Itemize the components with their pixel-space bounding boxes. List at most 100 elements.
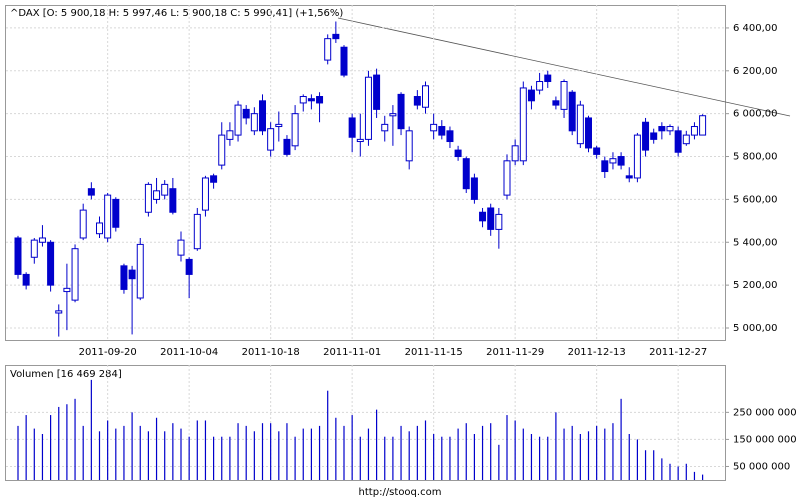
candle-body xyxy=(226,130,234,140)
candle-body xyxy=(79,209,87,239)
candle-body xyxy=(307,98,315,102)
candle-body xyxy=(275,123,283,128)
x-tick-label: 2011-12-13 xyxy=(568,347,626,358)
y-tick-label: 5 000,00 xyxy=(733,323,778,334)
candle-body xyxy=(699,115,707,136)
candle-body xyxy=(397,93,405,130)
candle-body xyxy=(63,287,71,293)
candle-body xyxy=(364,76,372,140)
candle-body xyxy=(487,207,495,230)
candle-body xyxy=(112,198,120,228)
y-tick-label: 5 400,00 xyxy=(733,237,778,248)
candle-body xyxy=(503,160,511,196)
candle-body xyxy=(544,74,552,83)
candle-body xyxy=(201,177,209,211)
candle-body xyxy=(617,156,625,166)
footer: http://stooq.com xyxy=(359,487,442,498)
candle-body xyxy=(601,160,609,173)
candle-body xyxy=(690,126,698,136)
y-tick-label: 6 400,00 xyxy=(733,23,778,34)
candle-body xyxy=(568,91,576,132)
candle-body xyxy=(55,310,63,314)
candle-body xyxy=(153,190,161,200)
candle-body xyxy=(348,117,356,138)
candle-body xyxy=(340,46,348,76)
candle-body xyxy=(519,87,527,162)
candle-body xyxy=(430,123,438,132)
candle-body xyxy=(250,113,258,132)
candle-body xyxy=(642,121,650,151)
candle-body xyxy=(511,145,519,162)
price-legend: ^DAX [O: 5 900,18 H: 5 997,46 L: 5 900,1… xyxy=(10,8,343,19)
candle-body xyxy=(144,183,152,213)
price-panel xyxy=(5,5,726,341)
candle-body xyxy=(609,158,617,164)
candle-body xyxy=(299,96,307,104)
candle-body xyxy=(527,89,535,102)
trend-line xyxy=(337,17,791,117)
candle-body xyxy=(381,123,389,132)
y-tick-label: 6 200,00 xyxy=(733,66,778,77)
candle-body xyxy=(38,237,46,243)
candle-body xyxy=(495,213,503,230)
candle-body xyxy=(169,188,177,213)
candle-body xyxy=(479,211,487,222)
candle-body xyxy=(332,33,340,40)
x-tick-label: 2011-09-20 xyxy=(79,347,137,358)
candle-body xyxy=(422,85,429,108)
candle-body xyxy=(267,128,275,151)
candle-body xyxy=(658,126,666,132)
candle-body xyxy=(30,239,38,258)
candle-body xyxy=(22,273,30,286)
x-tick-label: 2011-12-27 xyxy=(649,347,707,358)
candle-body xyxy=(560,81,568,110)
candle-body xyxy=(625,175,633,179)
candle-body xyxy=(666,126,674,132)
candle-body xyxy=(633,134,641,179)
candle-body xyxy=(462,158,470,190)
candle-body xyxy=(87,188,95,196)
candle-body xyxy=(120,265,128,290)
candle-body xyxy=(454,149,462,158)
candle-body xyxy=(682,134,690,145)
candle-body xyxy=(259,100,266,132)
candle-body xyxy=(242,108,250,119)
candle-body xyxy=(593,147,601,155)
x-tick-label: 2011-10-04 xyxy=(160,347,218,358)
candle-body xyxy=(650,132,658,140)
candle-body xyxy=(193,213,201,250)
candle-body xyxy=(104,194,112,239)
candle-body xyxy=(291,113,299,147)
volume-panel xyxy=(5,365,726,481)
candle-body xyxy=(373,74,381,110)
y-tick-label: 150 000 000 xyxy=(733,434,797,445)
candle-body xyxy=(470,177,478,200)
x-tick-label: 2011-11-01 xyxy=(323,347,381,358)
candle-body xyxy=(438,126,446,136)
x-tick-label: 2011-10-18 xyxy=(242,347,300,358)
candle-body xyxy=(552,100,560,106)
candle-body xyxy=(210,175,218,183)
x-tick-label: 2011-11-29 xyxy=(486,347,544,358)
candle-body xyxy=(136,243,144,299)
candle-body xyxy=(536,81,544,91)
candle-body xyxy=(356,138,364,143)
candle-body xyxy=(218,134,226,166)
volume-legend: Volumen [16 469 284] xyxy=(10,369,122,380)
y-tick-label: 5 800,00 xyxy=(733,152,778,163)
candle-body xyxy=(283,138,291,155)
candle-body xyxy=(405,130,413,162)
candle-body xyxy=(161,183,169,196)
y-tick-label: 50 000 000 xyxy=(733,461,790,472)
y-tick-label: 5 200,00 xyxy=(733,280,778,291)
y-tick-label: 6 000,00 xyxy=(733,109,778,120)
candle-body xyxy=(316,96,324,104)
candle-body xyxy=(585,117,592,149)
candle-body xyxy=(71,248,79,301)
candle-body xyxy=(177,239,185,256)
candle-body xyxy=(234,104,242,136)
candle-body xyxy=(128,269,136,280)
y-tick-label: 250 000 000 xyxy=(733,407,797,418)
